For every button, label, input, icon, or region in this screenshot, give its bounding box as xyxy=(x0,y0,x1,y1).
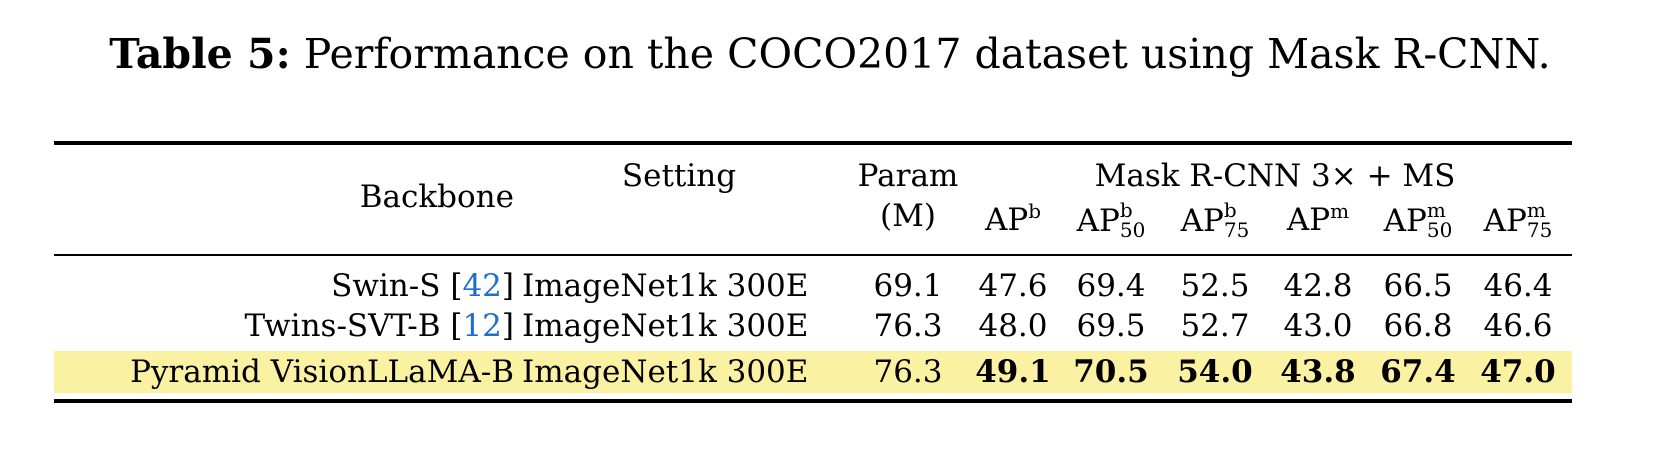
bottom-rule xyxy=(54,399,1572,403)
table-cell-setting: ImageNet1k 300E xyxy=(522,308,809,344)
table-cell-param: 76.3 xyxy=(873,354,943,390)
header-setting: Setting xyxy=(621,158,737,194)
header-metric: AP m 75 xyxy=(1483,198,1553,242)
table-cell-value: 47.0 xyxy=(1480,354,1556,390)
header-param-line1: Param xyxy=(857,158,959,194)
table-cell-backbone: Pyramid VisionLLaMA-B xyxy=(130,354,514,390)
table-cell-value: 48.0 xyxy=(978,308,1048,344)
header-metric: APm xyxy=(1286,199,1350,238)
table-cell-value: 49.1 xyxy=(975,354,1051,390)
table-cell-setting: ImageNet1k 300E xyxy=(522,354,809,390)
header-rule xyxy=(54,254,1572,256)
header-param-line2: (M) xyxy=(880,198,936,234)
header-metric: AP m 50 xyxy=(1383,198,1453,242)
table-cell-value: 42.8 xyxy=(1283,268,1353,304)
table-cell-value: 46.6 xyxy=(1483,308,1553,344)
table-cell-value: 52.7 xyxy=(1180,308,1250,344)
table-cell-value: 70.5 xyxy=(1073,354,1149,390)
table-cell-setting: ImageNet1k 300E xyxy=(522,268,809,304)
table-cell-value: 66.8 xyxy=(1383,308,1453,344)
table-cell-value: 43.8 xyxy=(1280,354,1356,390)
table-cell-value: 46.4 xyxy=(1483,268,1553,304)
table-cell-value: 47.6 xyxy=(978,268,1048,304)
table-caption: Table 5: Performance on the COCO2017 dat… xyxy=(0,26,1660,82)
caption-label: Table 5: xyxy=(109,30,291,78)
table-cell-param: 76.3 xyxy=(873,308,943,344)
table-cell-value: 66.5 xyxy=(1383,268,1453,304)
header-group-mask-rcnn: Mask R-CNN 3× + MS xyxy=(1094,158,1456,194)
highlight-row-background xyxy=(54,351,1572,393)
citation-link[interactable]: 12 xyxy=(462,308,502,344)
table-cell-value: 43.0 xyxy=(1283,308,1353,344)
caption-text: Performance on the COCO2017 dataset usin… xyxy=(303,30,1551,78)
table-cell-value: 67.4 xyxy=(1380,354,1456,390)
header-backbone: Backbone xyxy=(359,179,514,215)
table-cell-value: 69.4 xyxy=(1076,268,1146,304)
table-cell-backbone: Swin-S [42] xyxy=(331,268,514,304)
table-cell-value: 54.0 xyxy=(1177,354,1253,390)
table-cell-param: 69.1 xyxy=(873,268,943,304)
header-metric: APb xyxy=(984,199,1042,238)
table-cell-value: 69.5 xyxy=(1076,308,1146,344)
table-cell-backbone: Twins-SVT-B [12] xyxy=(244,308,514,344)
top-rule xyxy=(54,141,1572,145)
header-metric: AP b 50 xyxy=(1076,198,1146,242)
table-cell-value: 52.5 xyxy=(1180,268,1250,304)
citation-link[interactable]: 42 xyxy=(462,268,502,304)
header-metric: AP b 75 xyxy=(1180,198,1250,242)
